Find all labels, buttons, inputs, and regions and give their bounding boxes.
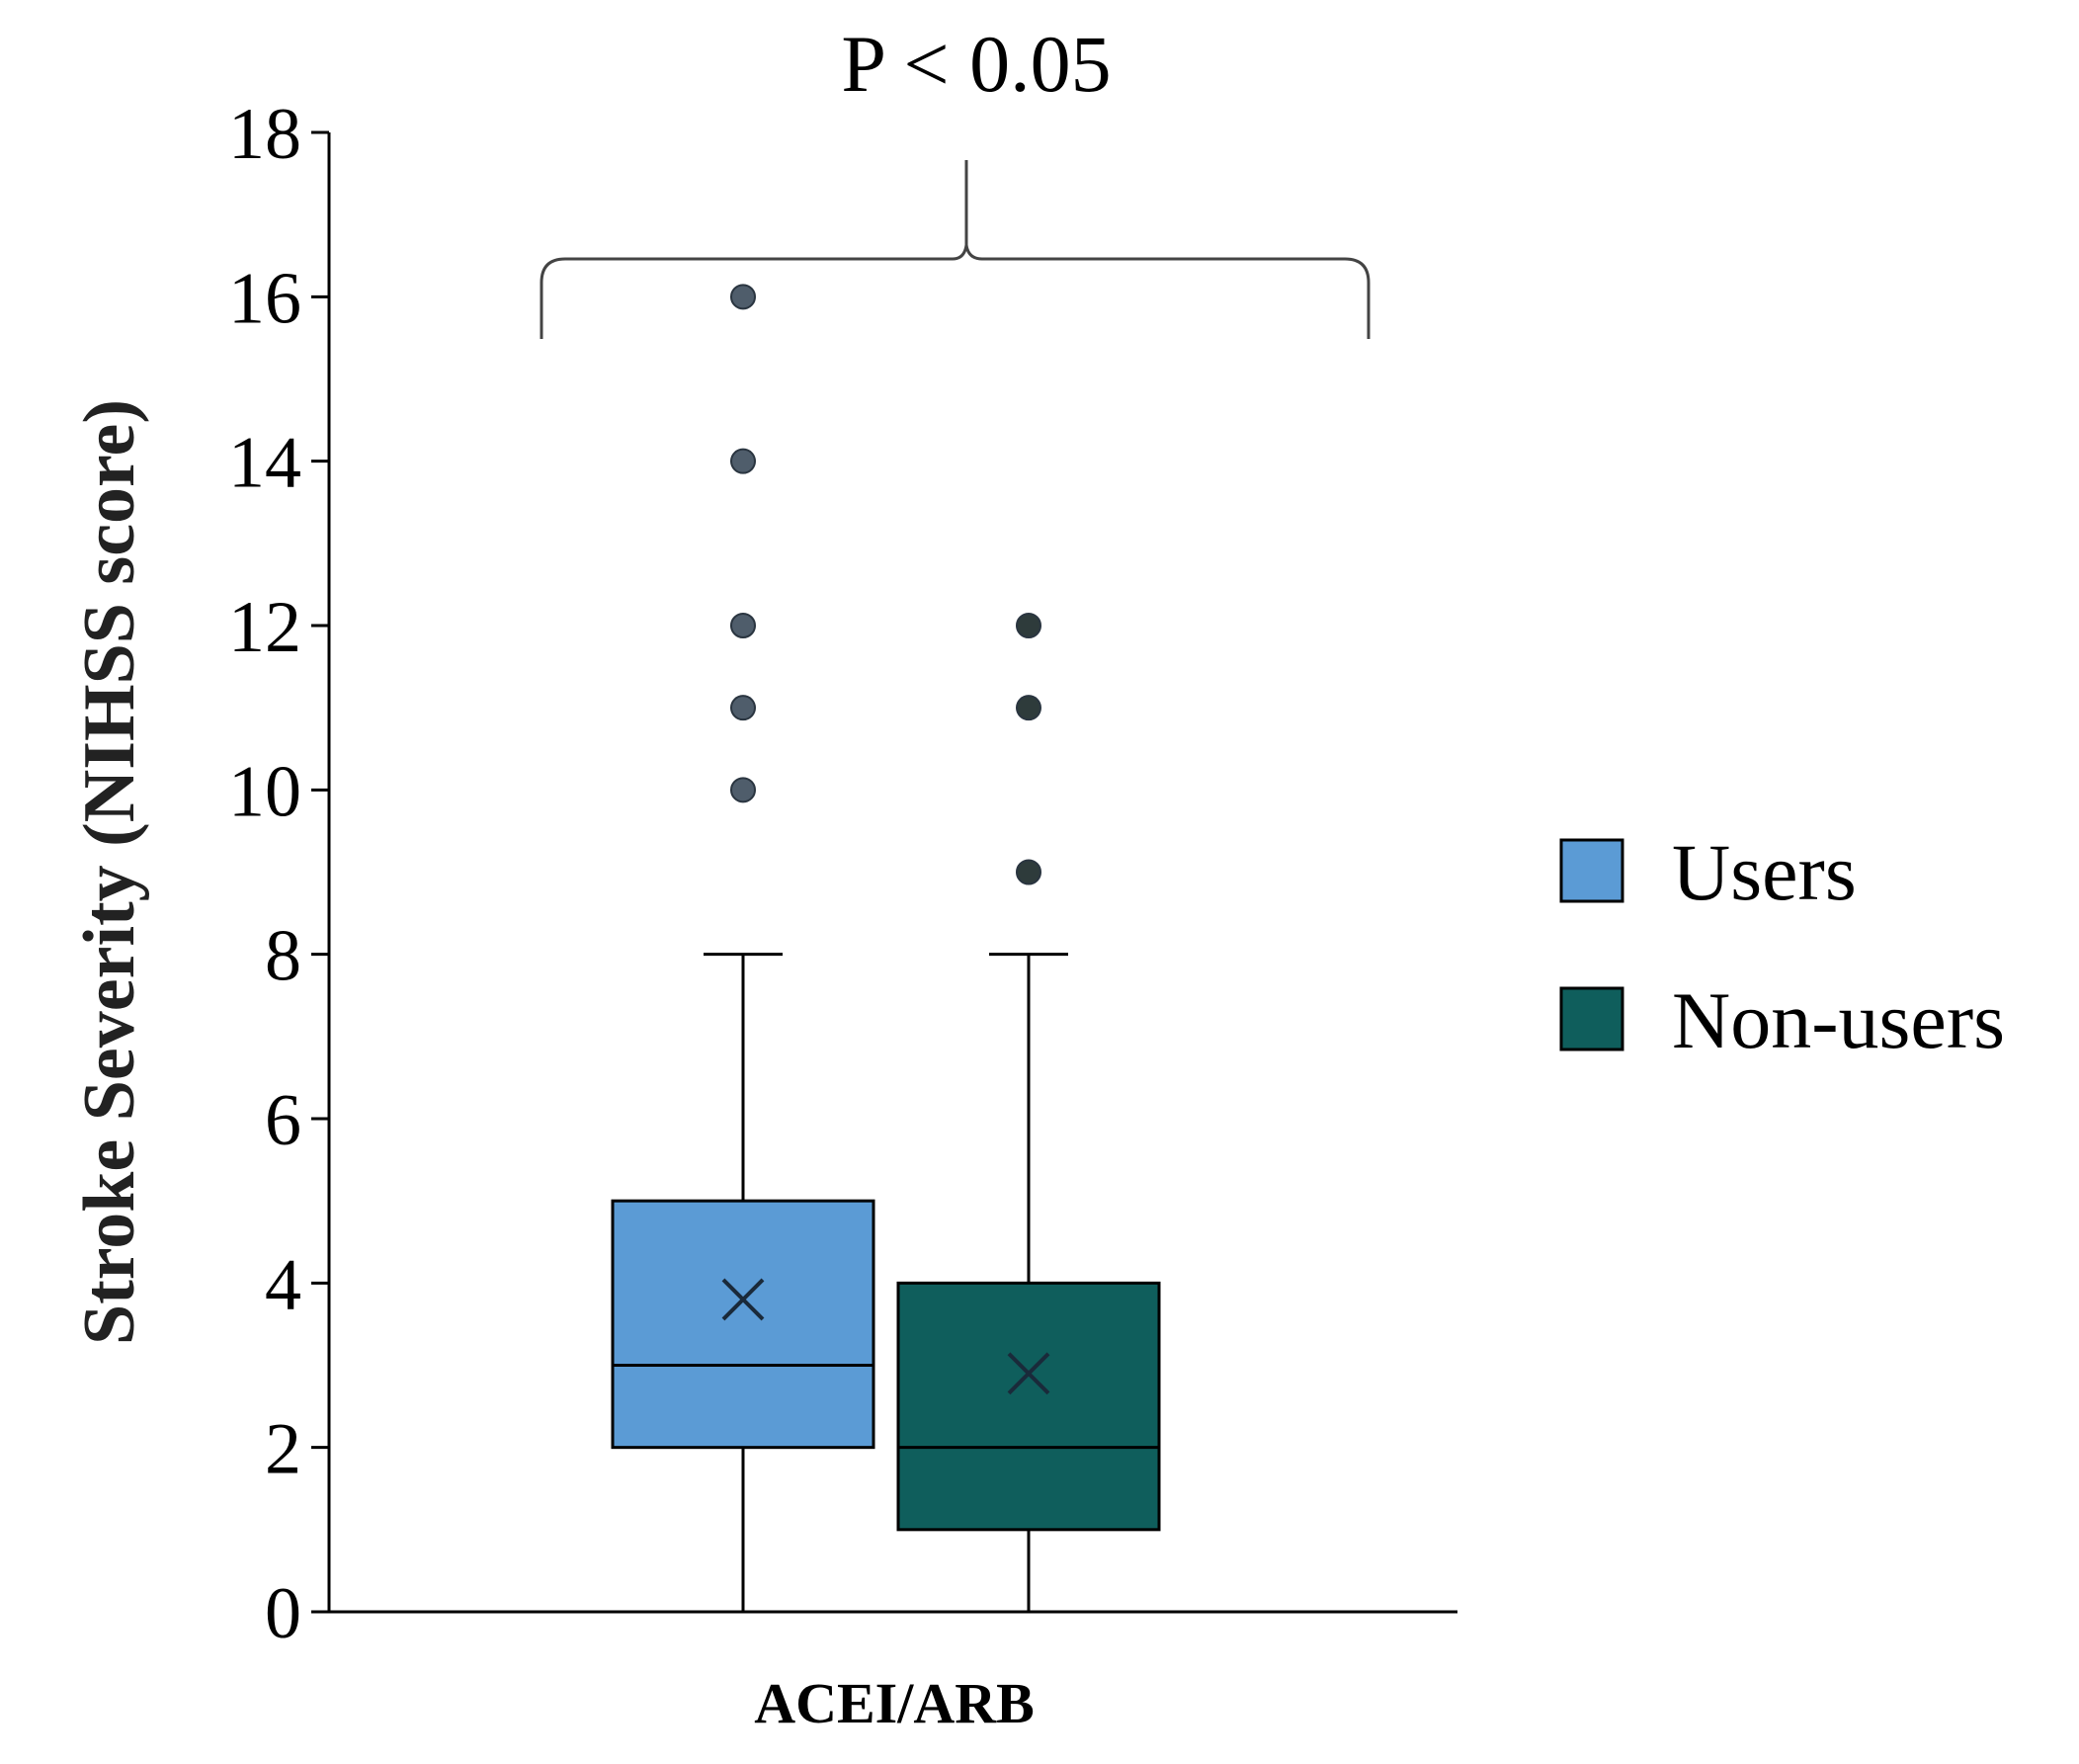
y-tick-label: 2	[265, 1409, 301, 1490]
outlier-point	[1016, 695, 1041, 721]
axes: 0 2 4 6 8 10 12 14 16 18 Stroke Severity (NIHSS sc…	[69, 94, 1457, 1735]
legend-label: Non-users	[1672, 975, 2005, 1065]
y-tick-label: 12	[228, 587, 301, 668]
x-category-label: ACEI/ARB	[754, 1671, 1035, 1735]
mean-marker	[721, 1278, 765, 1321]
legend-swatch	[1559, 986, 1624, 1051]
outlier-point	[730, 613, 756, 638]
outlier-point	[730, 284, 756, 310]
legend: Users Non-users	[1559, 827, 2005, 1065]
interquartile-box	[611, 1199, 875, 1450]
y-tick-label: 0	[265, 1573, 301, 1654]
mean-marker-stroke	[721, 1278, 765, 1321]
significance-annotation: P < 0.05	[540, 19, 1371, 339]
y-tick-label: 10	[228, 751, 301, 832]
outlier-point	[1016, 859, 1041, 885]
y-tick-label: 14	[228, 423, 301, 504]
y-tick-label: 4	[265, 1244, 301, 1325]
y-tick-label: 18	[228, 94, 301, 175]
y-tick-label: 16	[228, 258, 301, 339]
legend-swatch	[1559, 838, 1624, 903]
y-axis-title: Stroke Severity (NIHSS score)	[69, 399, 150, 1345]
y-tick-label: 8	[265, 916, 301, 997]
mean-marker-stroke	[1007, 1352, 1050, 1395]
legend-entry-users: Users	[1559, 827, 1857, 917]
mean-marker	[1007, 1352, 1050, 1395]
interquartile-box	[896, 1281, 1161, 1532]
significance-brace	[540, 160, 1371, 339]
box-plot-series	[611, 284, 1161, 1614]
y-tick-label: 6	[265, 1080, 301, 1161]
legend-label: Users	[1672, 827, 1857, 917]
box-users	[611, 284, 875, 1614]
outlier-point	[730, 448, 756, 474]
outlier-point	[730, 777, 756, 803]
p-value-label: P < 0.05	[841, 19, 1111, 109]
box-non-users	[896, 613, 1161, 1614]
outlier-point	[730, 695, 756, 721]
outlier-point	[1016, 613, 1041, 638]
legend-entry-non-users: Non-users	[1559, 975, 2005, 1065]
